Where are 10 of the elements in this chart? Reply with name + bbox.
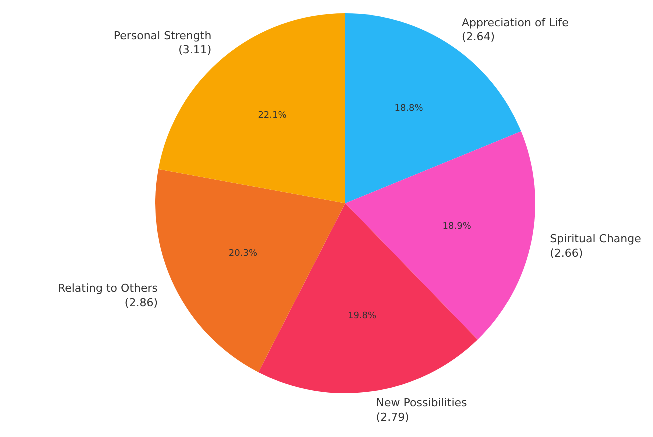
data-label: 20.3%	[228, 248, 258, 259]
slice-label: Personal Strength (3.11)	[114, 29, 212, 57]
slice-label: Appreciation of Life (2.64)	[462, 16, 570, 44]
data-label: 19.8%	[348, 311, 378, 322]
slice-label: New Possibilities (2.79)	[376, 396, 468, 424]
slice-label: Relating to Others (2.86)	[58, 282, 158, 310]
data-label: 18.8%	[394, 104, 424, 114]
slice-label: Spiritual Change (2.66)	[550, 232, 642, 260]
data-label: 22.1%	[258, 110, 288, 121]
data-label: 18.9%	[442, 222, 472, 232]
